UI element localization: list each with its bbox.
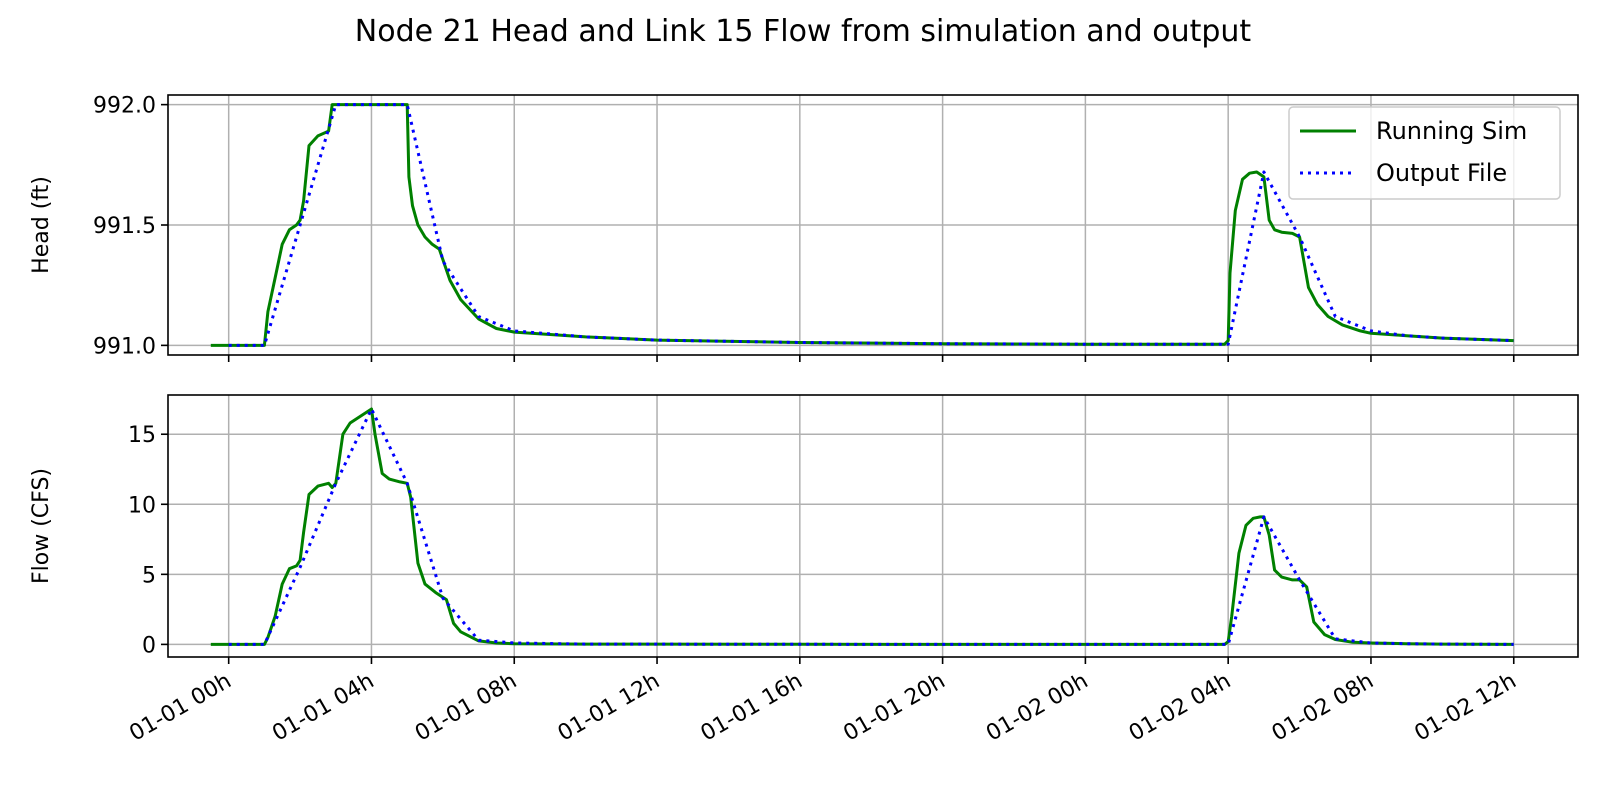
flow-panel: 0 5 10 15 Flow (CFS) [29, 394, 1579, 664]
y-tick-label: 10 [128, 493, 156, 518]
y-axis-label: Head (ft) [29, 176, 54, 274]
legend-label-running-sim: Running Sim [1376, 117, 1527, 145]
y-axis-label: Flow (CFS) [29, 468, 54, 584]
y-tick-label: 992.0 [93, 94, 156, 119]
y-tick-label: 15 [128, 423, 156, 448]
axes-frame [167, 394, 1579, 658]
legend-frame [1288, 106, 1561, 200]
series-line-output-file [228, 407, 1514, 646]
y-tick-label: 5 [142, 563, 156, 588]
legend: Running Sim Output File [1288, 106, 1561, 200]
figure-title: Node 21 Head and Link 15 Flow from simul… [355, 14, 1252, 49]
y-tick-label: 0 [142, 633, 156, 658]
y-tick-label: 991.5 [93, 214, 156, 239]
series-line-running-sim [210, 103, 1514, 347]
legend-label-output-file: Output File [1376, 159, 1507, 187]
series-line-running-sim [210, 407, 1514, 646]
y-tick-label: 991.0 [93, 334, 156, 359]
